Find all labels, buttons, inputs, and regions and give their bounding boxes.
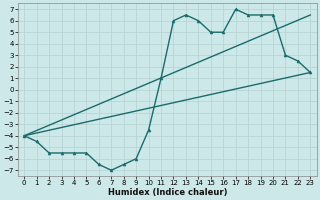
X-axis label: Humidex (Indice chaleur): Humidex (Indice chaleur) [108,188,227,197]
